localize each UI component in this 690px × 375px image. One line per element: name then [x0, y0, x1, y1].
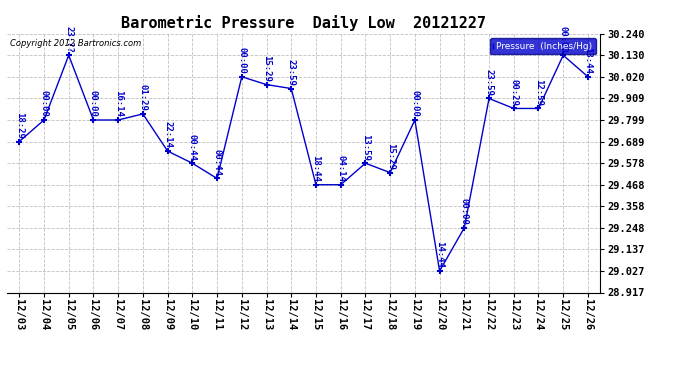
- Legend: Pressure  (Inches/Hg): Pressure (Inches/Hg): [490, 38, 595, 54]
- Text: 00:00: 00:00: [89, 90, 98, 117]
- Text: 00:00: 00:00: [411, 90, 420, 117]
- Text: 13:59: 13:59: [361, 134, 370, 160]
- Text: 00:44: 00:44: [188, 134, 197, 160]
- Text: 00:00: 00:00: [237, 47, 246, 74]
- Text: 00:00: 00:00: [559, 26, 568, 53]
- Text: 23:59: 23:59: [484, 69, 493, 96]
- Text: 00:00: 00:00: [39, 90, 48, 117]
- Text: 23:??: 23:??: [64, 26, 73, 53]
- Text: 22:14: 22:14: [163, 122, 172, 148]
- Text: 15:29: 15:29: [262, 55, 271, 82]
- Text: 18:44: 18:44: [311, 155, 320, 182]
- Text: 01:29: 01:29: [139, 84, 148, 111]
- Text: 18:29: 18:29: [14, 112, 23, 139]
- Text: 16:14: 16:14: [114, 90, 123, 117]
- Text: 00:29: 00:29: [509, 79, 518, 106]
- Text: 00:00: 00:00: [460, 198, 469, 225]
- Text: Copyright 2012 Bartronics.com: Copyright 2012 Bartronics.com: [10, 39, 141, 48]
- Text: 00:44: 00:44: [213, 149, 221, 176]
- Text: 14:44: 14:44: [435, 242, 444, 268]
- Text: 15:29: 15:29: [386, 143, 395, 170]
- Text: 13:44: 13:44: [584, 47, 593, 74]
- Text: 23:59: 23:59: [287, 59, 296, 86]
- Text: 04:14: 04:14: [336, 155, 345, 182]
- Text: 12:59: 12:59: [534, 79, 543, 106]
- Title: Barometric Pressure  Daily Low  20121227: Barometric Pressure Daily Low 20121227: [121, 15, 486, 31]
